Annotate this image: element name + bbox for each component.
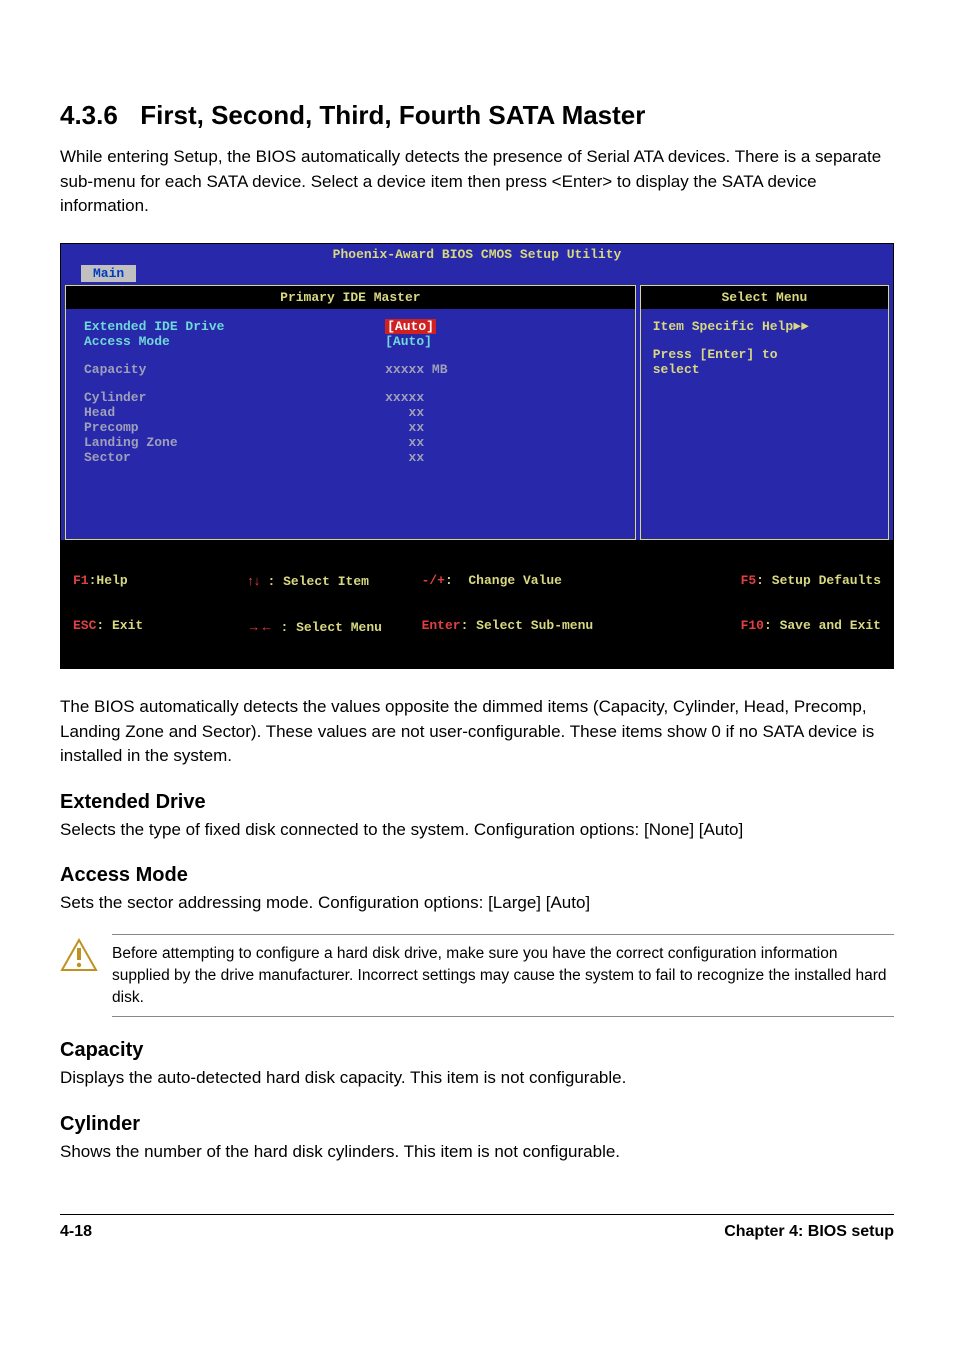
access-mode-heading: Access Mode: [60, 864, 894, 887]
bios-left-pane: Primary IDE Master Extended IDE Drive [A…: [65, 285, 636, 540]
section-title: First, Second, Third, Fourth SATA Master: [140, 100, 645, 130]
bios-access-label: Access Mode: [84, 334, 385, 349]
key-leftright: →←: [247, 619, 280, 634]
bios-access-value: [Auto]: [385, 334, 617, 349]
after-bios-text: The BIOS automatically detects the value…: [60, 695, 894, 769]
note-text: Before attempting to configure a hard di…: [112, 934, 894, 1017]
bios-cyl-value: xxxxx: [385, 390, 617, 405]
chapter-label: Chapter 4: BIOS setup: [724, 1223, 894, 1241]
bios-help-line2: Press [Enter] to: [653, 347, 876, 362]
key-f1: F1: [73, 573, 89, 588]
section-intro: While entering Setup, the BIOS automatic…: [60, 145, 894, 219]
bios-sector-label: Sector: [84, 450, 385, 465]
page-footer: 4-18 Chapter 4: BIOS setup: [60, 1214, 894, 1241]
page-number: 4-18: [60, 1223, 92, 1241]
warning-icon: [60, 934, 104, 977]
key-plusminus: -/+: [422, 573, 445, 588]
bios-ext-value: [Auto]: [385, 319, 617, 334]
section-header: 4.3.6 First, Second, Third, Fourth SATA …: [60, 100, 894, 131]
hint-submenu: : Select Sub-menu: [461, 618, 594, 633]
bios-landing-label: Landing Zone: [84, 435, 385, 450]
hint-save: : Save and Exit: [764, 618, 881, 633]
bios-landing-value: xx: [385, 435, 617, 450]
key-esc: ESC: [73, 618, 96, 633]
bios-screenshot: Phoenix-Award BIOS CMOS Setup Utility Ma…: [60, 243, 894, 669]
section-number: 4.3.6: [60, 100, 118, 131]
hint-change: : Change Value: [445, 573, 562, 588]
key-updown: ↑↓: [247, 573, 267, 588]
bios-tab-main: Main: [81, 265, 136, 282]
note-block: Before attempting to configure a hard di…: [60, 934, 894, 1017]
bios-footer: F1:Help ESC: Exit ↑↓ : Select Item →← : …: [61, 540, 893, 668]
hint-help: :Help: [89, 573, 128, 588]
hint-select-menu: : Select Menu: [281, 620, 382, 635]
key-f10: F10: [741, 618, 764, 633]
key-f5: F5: [741, 573, 757, 588]
bios-sector-value: xx: [385, 450, 617, 465]
access-mode-text: Sets the sector addressing mode. Configu…: [60, 891, 894, 916]
bios-title: Phoenix-Award BIOS CMOS Setup Utility: [61, 244, 893, 265]
bios-head-label: Head: [84, 405, 385, 420]
bios-capacity-value: xxxxx MB: [385, 362, 617, 377]
bios-right-header: Select Menu: [641, 286, 888, 309]
cylinder-text: Shows the number of the hard disk cylind…: [60, 1140, 894, 1165]
bios-cyl-label: Cylinder: [84, 390, 385, 405]
bios-help-line3: select: [653, 362, 876, 377]
bios-ext-label: Extended IDE Drive: [84, 319, 385, 334]
ext-drive-text: Selects the type of fixed disk connected…: [60, 818, 894, 843]
bios-head-value: xx: [385, 405, 617, 420]
bios-left-header: Primary IDE Master: [66, 286, 635, 309]
hint-exit: : Exit: [96, 618, 143, 633]
key-enter: Enter: [422, 618, 461, 633]
ext-drive-heading: Extended Drive: [60, 791, 894, 814]
capacity-text: Displays the auto-detected hard disk cap…: [60, 1066, 894, 1091]
cylinder-heading: Cylinder: [60, 1113, 894, 1136]
hint-defaults: : Setup Defaults: [756, 573, 881, 588]
bios-precomp-value: xx: [385, 420, 617, 435]
bios-precomp-label: Precomp: [84, 420, 385, 435]
bios-right-pane: Select Menu Item Specific Help►► Press […: [640, 285, 889, 540]
bios-help-line1: Item Specific Help►►: [653, 319, 876, 334]
bios-capacity-label: Capacity: [84, 362, 385, 377]
hint-select-item: : Select Item: [268, 574, 369, 589]
bios-tab-row: Main: [61, 265, 893, 285]
capacity-heading: Capacity: [60, 1039, 894, 1062]
